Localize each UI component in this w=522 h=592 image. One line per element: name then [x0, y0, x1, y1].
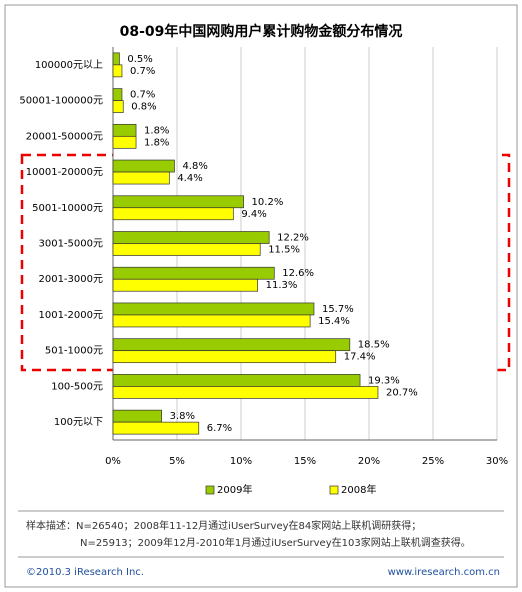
y-tick-label: 5001-10000元: [32, 203, 103, 214]
value-label: 10.2%: [252, 197, 284, 208]
value-label: 17.4%: [344, 352, 376, 363]
value-label: 11.3%: [266, 280, 298, 291]
value-label: 0.7%: [130, 66, 155, 77]
y-tick-label: 100000元以上: [35, 59, 103, 71]
legend-swatch: [329, 485, 339, 495]
bar: [112, 266, 275, 280]
bar: [112, 100, 124, 113]
bar: [112, 171, 170, 185]
y-tick-label: 501-1000元: [45, 346, 103, 357]
value-label: 0.7%: [130, 90, 155, 101]
bar: [112, 350, 337, 364]
bar: [112, 338, 351, 352]
bar: [112, 278, 258, 292]
bar: [112, 231, 270, 244]
y-tick-label: 50001-100000元: [19, 96, 103, 107]
value-label: 18.5%: [358, 340, 390, 351]
value-label: 9.4%: [241, 209, 266, 220]
x-tick-label: 20%: [358, 456, 380, 467]
bar: [112, 207, 234, 221]
x-tick-label: 30%: [486, 456, 508, 467]
value-label: 6.7%: [207, 423, 232, 434]
note: N=25913；2009年12月-2010年1月通过iUserSurvey在10…: [80, 536, 471, 549]
bar: [112, 52, 120, 66]
value-label: 15.7%: [322, 304, 354, 315]
bar: [112, 159, 175, 173]
y-tick-label: 20001-50000元: [26, 131, 103, 142]
x-tick-label: 0%: [105, 456, 121, 467]
bar: [112, 123, 137, 137]
value-label: 11.5%: [268, 245, 300, 256]
bar: [112, 386, 379, 399]
value-label: 12.2%: [277, 233, 309, 244]
y-tick-label: 100-500元: [51, 381, 103, 392]
bar: [112, 314, 311, 328]
chart-title: 08-09年中国网购用户累计购物金额分布情况: [120, 23, 403, 40]
bar: [112, 64, 123, 78]
x-tick-label: 25%: [422, 456, 444, 467]
bar: [112, 195, 244, 209]
website: www.iresearch.com.cn: [388, 567, 500, 578]
value-label: 20.7%: [386, 387, 418, 398]
x-tick-label: 10%: [230, 456, 252, 467]
value-label: 4.8%: [182, 161, 207, 172]
bar: [112, 135, 137, 149]
value-label: 0.5%: [127, 54, 152, 65]
value-label: 12.6%: [282, 268, 314, 279]
legend-label: 2008年: [341, 483, 376, 496]
y-tick-label: 3001-5000元: [38, 239, 103, 250]
bar: [112, 302, 315, 316]
x-tick-label: 15%: [294, 456, 316, 467]
note: 样本描述：N=26540；2008年11-12月通过iUserSurvey在84…: [26, 519, 421, 532]
bar: [112, 243, 261, 256]
y-tick-label: 10001-20000元: [26, 167, 103, 178]
x-tick-label: 5%: [169, 456, 185, 467]
y-tick-label: 2001-3000元: [38, 274, 103, 285]
value-label: 1.8%: [144, 125, 169, 136]
legend-label: 2009年: [217, 483, 252, 496]
value-label: 1.8%: [144, 137, 169, 148]
value-label: 19.3%: [368, 375, 400, 386]
y-tick-label: 100元以下: [54, 417, 103, 428]
value-label: 4.4%: [177, 173, 202, 184]
bar: [112, 88, 123, 101]
bar: [112, 374, 361, 387]
bar: [112, 409, 162, 423]
y-tick-label: 1001-2000元: [38, 310, 103, 321]
value-label: 3.8%: [170, 411, 195, 422]
value-label: 15.4%: [318, 316, 350, 327]
copyright: ©2010.3 iResearch Inc.: [26, 567, 144, 578]
bar: [112, 421, 200, 435]
value-label: 0.8%: [131, 102, 156, 113]
legend-swatch: [205, 485, 215, 495]
